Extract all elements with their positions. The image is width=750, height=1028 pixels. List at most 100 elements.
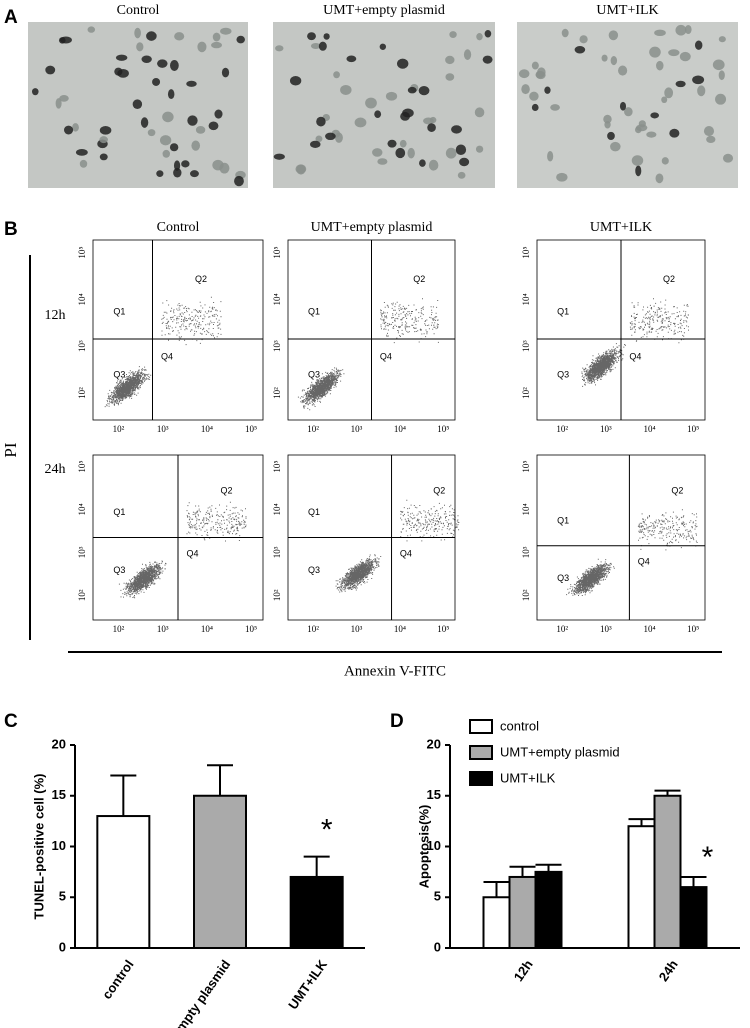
cell	[219, 162, 230, 174]
flow-x-tick: 10⁴	[201, 424, 213, 434]
cell	[407, 86, 417, 94]
cell	[649, 46, 661, 58]
flow-y-tick: 10⁵	[272, 247, 282, 259]
quadrant-label: Q4	[380, 351, 392, 361]
event-cloud	[335, 499, 460, 593]
cell	[706, 135, 716, 144]
cell	[208, 121, 219, 131]
quadrant-label: Q1	[557, 306, 569, 316]
cell	[211, 41, 222, 49]
panel-label: B	[4, 219, 18, 240]
cell	[484, 29, 492, 38]
micrograph-title: UMT+empty plasmid	[323, 3, 445, 18]
flow-x-tick: 10⁵	[245, 424, 257, 434]
cell	[445, 147, 457, 159]
cell	[307, 32, 316, 41]
cell	[114, 67, 123, 76]
legend-label: UMT+empty plasmid	[500, 744, 620, 759]
cell	[162, 111, 174, 123]
cell	[59, 95, 69, 102]
cell	[397, 58, 409, 69]
event-cloud	[297, 298, 439, 411]
cell	[167, 89, 175, 100]
flow-y-tick: 10⁴	[272, 503, 282, 515]
cell	[457, 171, 466, 179]
cell	[679, 51, 691, 62]
flow-y-tick: 10³	[77, 340, 87, 352]
x-tick-label: UMT+empty plasmid	[148, 957, 233, 1028]
flow-y-tick: 10³	[272, 340, 282, 352]
flow-x-tick: 10⁵	[687, 624, 699, 634]
flow-x-tick: 10⁴	[394, 424, 406, 434]
quadrant-label: Q2	[413, 274, 425, 284]
flow-y-tick: 10³	[272, 546, 282, 558]
flow-y-tick: 10⁵	[272, 460, 282, 472]
flow-y-tick: 10²	[77, 387, 87, 399]
quadrant-label: Q2	[221, 486, 233, 496]
cell	[181, 160, 190, 168]
quadrant-label: Q3	[113, 565, 125, 575]
cell	[601, 54, 608, 62]
quadrant-label: Q2	[433, 486, 445, 496]
flow-y-tick: 10⁴	[77, 503, 87, 515]
cell	[518, 69, 530, 79]
quadrant-label: Q2	[671, 486, 683, 496]
cell	[451, 125, 462, 134]
x-tick-label: 24h	[656, 957, 681, 984]
cell	[157, 59, 168, 68]
cell	[661, 96, 668, 104]
bar	[482, 896, 511, 949]
quadrant-label: Q4	[400, 548, 412, 558]
flow-x-tick: 10²	[307, 624, 319, 634]
cell	[220, 27, 232, 35]
flow-x-tick: 10³	[157, 624, 169, 634]
cell	[377, 158, 388, 165]
y-axis-label: Apoptosis(%)	[416, 805, 431, 889]
flow-y-tick: 10⁴	[521, 293, 531, 305]
cell	[387, 139, 397, 148]
cell	[718, 70, 725, 81]
cell	[607, 131, 615, 141]
cell	[482, 55, 493, 64]
cell	[190, 170, 199, 178]
cell	[423, 117, 434, 125]
flow-y-tick: 10⁴	[77, 293, 87, 305]
quadrant-label: Q1	[308, 507, 320, 517]
significance: *	[702, 841, 714, 874]
event-cloud	[581, 298, 689, 387]
cell	[365, 97, 377, 109]
flow-x-tick: 10³	[351, 424, 363, 434]
cell	[159, 135, 172, 146]
panel-label: D	[390, 711, 404, 732]
flow-x-tick: 10⁵	[437, 424, 449, 434]
cell	[675, 24, 687, 36]
cell	[610, 55, 618, 66]
bar	[508, 875, 537, 950]
cell	[669, 128, 680, 138]
cell	[610, 141, 621, 152]
cell	[544, 86, 551, 94]
cell	[656, 60, 664, 71]
cell	[574, 45, 586, 54]
cell	[316, 116, 326, 127]
y-tick-label: 15	[52, 787, 66, 802]
cell	[608, 30, 619, 41]
cell	[459, 157, 470, 167]
cell	[346, 55, 357, 63]
cell	[556, 172, 568, 182]
cell	[550, 104, 560, 111]
flow-x-tick: 10³	[351, 624, 363, 634]
cell	[273, 153, 285, 160]
flow-x-tick: 10³	[600, 424, 612, 434]
cell	[419, 159, 426, 167]
cell	[618, 65, 628, 76]
flow-y-tick: 10³	[521, 546, 531, 558]
flow-x-tick: 10⁵	[245, 624, 257, 634]
row-label: 12h	[45, 308, 66, 323]
event-cloud	[104, 296, 222, 408]
cell	[372, 148, 383, 157]
cell	[385, 91, 398, 101]
panel-label: C	[4, 711, 18, 732]
cell	[718, 36, 726, 43]
